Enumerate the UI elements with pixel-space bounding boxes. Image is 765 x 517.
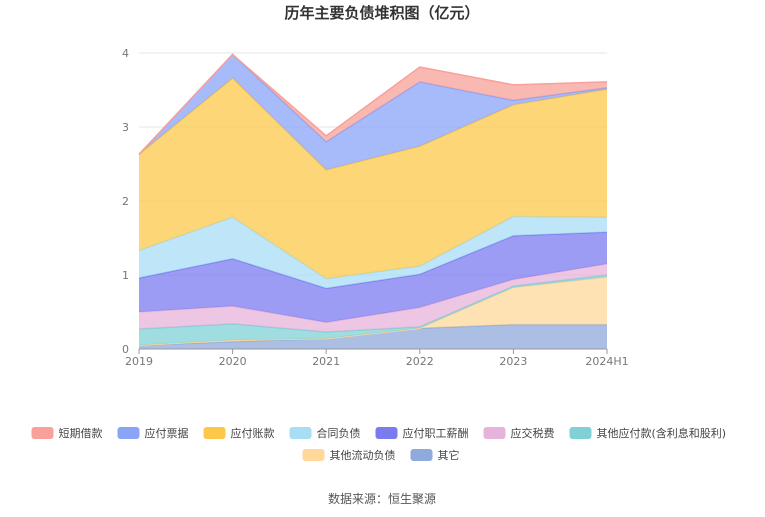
area-series-line-9 <box>138 53 608 155</box>
legend-item[interactable]: 其它 <box>410 448 460 462</box>
legend-item[interactable]: 应付账款 <box>203 426 275 440</box>
area-series-2 <box>139 277 607 346</box>
x-tick-label: 2023 <box>499 355 527 368</box>
legend-swatch <box>203 427 226 439</box>
chart-title: 历年主要负债堆积图（亿元） <box>284 4 479 22</box>
legend-label: 应交税费 <box>511 426 555 440</box>
data-source-note: 数据来源：恒生聚源 <box>328 491 436 506</box>
legend-label: 其他流动负债 <box>330 448 396 462</box>
y-tick-label: 3 <box>122 121 129 134</box>
area-series-4 <box>139 263 607 332</box>
legend-swatch <box>117 427 140 439</box>
area-series-5 <box>139 232 607 323</box>
legend-label: 应付账款 <box>231 426 275 440</box>
legend-swatch <box>483 427 506 439</box>
legend-item[interactable]: 应付票据 <box>117 426 189 440</box>
axes: 0 1 2 3 4 2019 2020 2021 2022 2023 2024H1 <box>122 47 629 368</box>
x-tick-label: 2024H1 <box>585 355 628 368</box>
legend-label: 应付票据 <box>145 426 189 440</box>
legend-item[interactable]: 应付职工薪酬 <box>375 426 469 440</box>
legend-swatch <box>569 427 592 439</box>
legend-label: 其它 <box>438 448 460 462</box>
area-series-3 <box>139 275 607 346</box>
x-tick-label: 2021 <box>312 355 340 368</box>
y-tick-label: 1 <box>122 269 129 282</box>
area-series-7 <box>139 78 607 279</box>
area-series-6 <box>139 216 607 289</box>
area-series-9 <box>139 54 607 155</box>
legend-swatch <box>289 427 312 439</box>
legend-item[interactable]: 合同负债 <box>289 426 361 440</box>
legend-label: 短期借款 <box>59 426 103 440</box>
y-tick-label: 2 <box>122 195 129 208</box>
legend-swatch <box>31 427 54 439</box>
legend: 短期借款 应付票据 应付账款 合同负债 应付职工薪酬 应交税费 其他应付款(含利息和股利) 其… <box>31 426 727 462</box>
legend-label: 合同负债 <box>317 426 361 440</box>
x-tick-label: 2019 <box>125 355 153 368</box>
area-series-line-2 <box>138 276 608 347</box>
x-tick-label: 2020 <box>219 355 247 368</box>
legend-label: 应付职工薪酬 <box>403 426 469 440</box>
legend-swatch <box>302 449 325 461</box>
area-series-group <box>138 53 608 349</box>
legend-swatch <box>375 427 398 439</box>
y-tick-label: 0 <box>122 343 129 356</box>
legend-label: 其他应付款(含利息和股利) <box>597 426 727 440</box>
legend-item[interactable]: 短期借款 <box>31 426 103 440</box>
legend-swatch <box>410 449 433 461</box>
y-tick-label: 4 <box>122 47 129 60</box>
x-tick-label: 2022 <box>406 355 434 368</box>
legend-item[interactable]: 应交税费 <box>483 426 555 440</box>
area-series-1 <box>139 324 607 349</box>
legend-item[interactable]: 其他应付款(含利息和股利) <box>569 426 727 440</box>
legend-item[interactable]: 其他流动负债 <box>302 448 396 462</box>
